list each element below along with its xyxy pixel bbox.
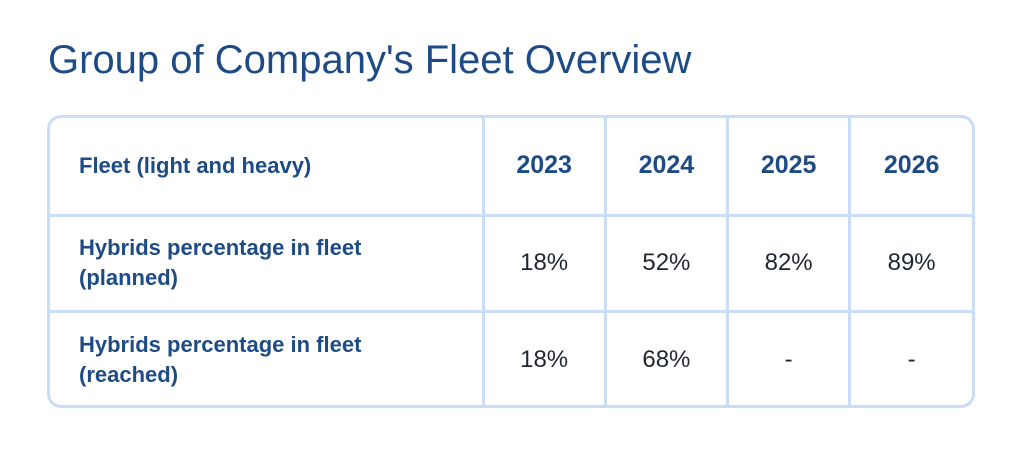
cell-planned-2026: 89% <box>849 215 972 313</box>
table-row-reached: Hybrids percentage in fleet (reached) 18… <box>50 311 972 405</box>
row-label-line2: (reached) <box>79 361 179 387</box>
cell-reached-2026: - <box>907 345 916 373</box>
row-label-planned: Hybrids percentage in fleet (planned) <box>50 215 485 313</box>
cell-planned-2025: 82% <box>727 215 852 313</box>
column-header-2024: 2024 <box>605 118 730 217</box>
fleet-overview-table: Fleet (light and heavy) 2023 2024 2025 2… <box>47 115 975 408</box>
header-label: Fleet (light and heavy) <box>50 118 485 217</box>
row-label-line1: Hybrids percentage in fleet <box>79 331 362 357</box>
cell-reached-2024: 68% <box>605 311 730 405</box>
cell-planned-2023: 18% <box>483 215 607 313</box>
cell-planned-2024: 52% <box>605 215 730 313</box>
table-header-row: Fleet (light and heavy) 2023 2024 2025 2… <box>50 118 972 217</box>
row-label-reached: Hybrids percentage in fleet (reached) <box>50 311 485 405</box>
row-label-line2: (planned) <box>79 265 178 290</box>
page-title: Group of Company's Fleet Overview <box>48 38 692 82</box>
cell-reached-2023: 18% <box>483 311 607 405</box>
cell-reached-2025: - <box>727 311 852 405</box>
column-header-2025: 2025 <box>727 118 852 217</box>
row-label-line1: Hybrids percentage in fleet <box>79 235 362 260</box>
table: Fleet (light and heavy) 2023 2024 2025 2… <box>50 118 972 405</box>
table-row-planned: Hybrids percentage in fleet (planned) 18… <box>50 215 972 313</box>
column-header-2023: 2023 <box>483 118 607 217</box>
column-header-2026: 2026 <box>849 118 972 217</box>
